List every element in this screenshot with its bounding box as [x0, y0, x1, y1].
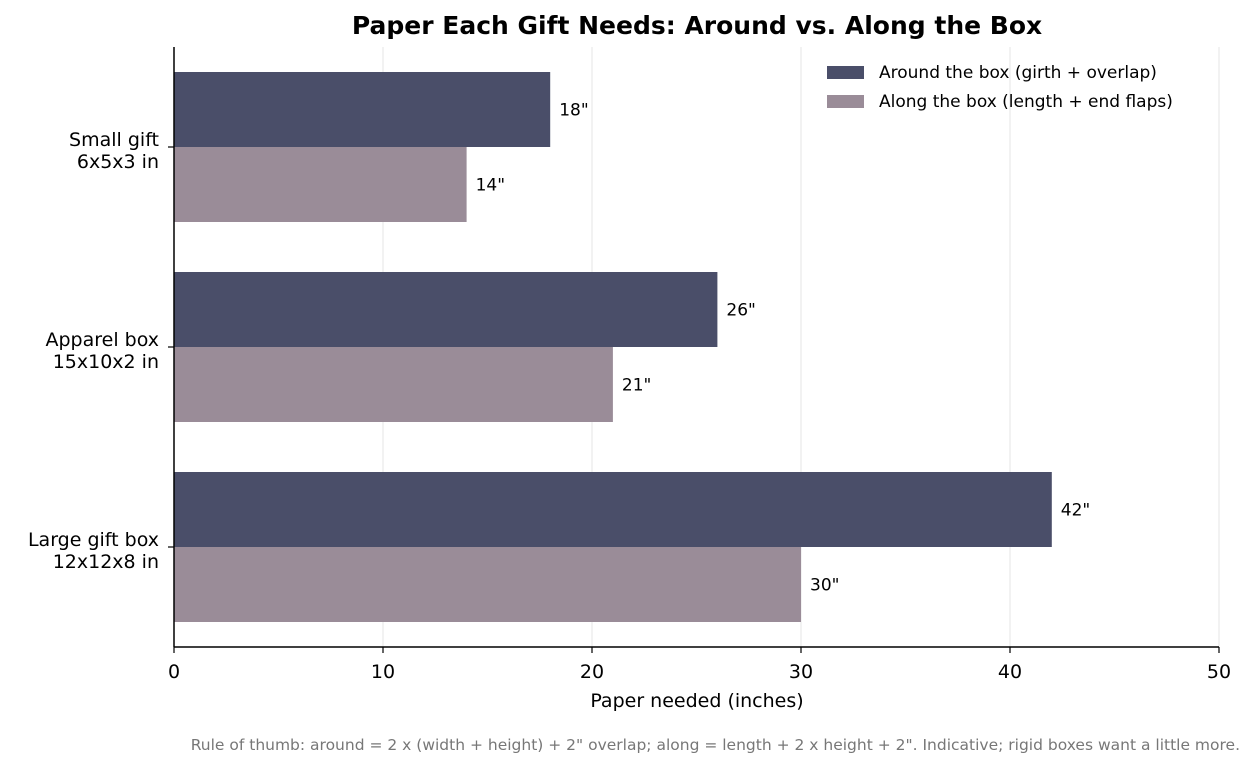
x-tick-label: 50: [1207, 661, 1231, 683]
x-tick-label: 20: [580, 661, 604, 683]
x-tick-label: 30: [789, 661, 813, 683]
data-label: 30": [810, 576, 839, 596]
data-label: 18": [559, 101, 588, 121]
y-category-label: 6x5x3 in: [77, 151, 159, 173]
data-label: 42": [1061, 501, 1090, 521]
data-label: 26": [726, 301, 755, 321]
x-axis-ticks: 0 10 20 30 40 50: [168, 647, 1231, 683]
legend: Around the box (girth + overlap) Along th…: [827, 63, 1173, 112]
data-label: 21": [622, 376, 651, 396]
legend-label: Along the box (length + end flaps): [879, 92, 1173, 112]
bar: [174, 347, 613, 422]
x-tick-label: 10: [371, 661, 395, 683]
bar: [174, 472, 1052, 547]
y-category-label: Apparel box: [45, 329, 159, 351]
chart-title: Paper Each Gift Needs: Around vs. Along …: [352, 11, 1042, 40]
bar: [174, 272, 718, 347]
data-label: 14": [476, 176, 505, 196]
legend-swatch: [827, 95, 864, 108]
y-category-label: Large gift box: [28, 529, 159, 551]
legend-label: Around the box (girth + overlap): [879, 63, 1157, 83]
x-axis-label: Paper needed (inches): [590, 690, 803, 712]
y-category-label: 12x12x8 in: [53, 551, 159, 573]
bars: 18" 14" 26" 21" 42" 30": [174, 72, 1090, 622]
bar: [174, 147, 467, 222]
x-tick-label: 40: [998, 661, 1022, 683]
y-category-label: Small gift: [69, 129, 159, 151]
y-category-label: 15x10x2 in: [53, 351, 159, 373]
bar: [174, 72, 551, 147]
legend-swatch: [827, 66, 864, 79]
bar: [174, 547, 801, 622]
x-tick-label: 0: [168, 661, 180, 683]
footnote: Rule of thumb: around = 2 x (width + hei…: [191, 736, 1240, 754]
